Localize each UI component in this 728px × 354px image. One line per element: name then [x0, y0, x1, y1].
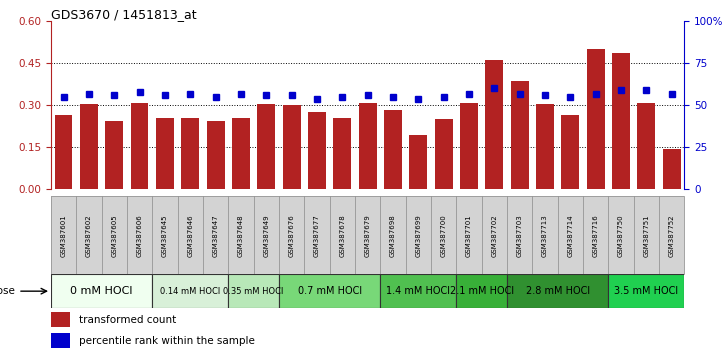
- Bar: [380, 196, 405, 274]
- Text: 2.8 mM HOCl: 2.8 mM HOCl: [526, 286, 590, 296]
- Text: GSM387677: GSM387677: [314, 214, 320, 257]
- Bar: [359, 103, 376, 189]
- Bar: [609, 196, 633, 274]
- Text: GSM387606: GSM387606: [137, 214, 143, 257]
- Bar: [207, 121, 224, 189]
- Bar: [405, 196, 431, 274]
- Bar: [662, 149, 681, 189]
- Bar: [156, 118, 174, 189]
- Bar: [76, 196, 102, 274]
- Text: GSM387646: GSM387646: [187, 214, 194, 257]
- Bar: [127, 196, 152, 274]
- Bar: [51, 312, 70, 327]
- Text: GSM387645: GSM387645: [162, 214, 168, 257]
- Bar: [152, 274, 229, 308]
- Text: GSM387679: GSM387679: [365, 214, 371, 257]
- Text: GSM387703: GSM387703: [517, 214, 523, 257]
- Text: GSM387678: GSM387678: [339, 214, 345, 257]
- Bar: [282, 105, 301, 189]
- Bar: [102, 196, 127, 274]
- Text: GSM387751: GSM387751: [644, 214, 649, 257]
- Bar: [583, 196, 609, 274]
- Bar: [152, 196, 178, 274]
- Bar: [304, 196, 330, 274]
- Text: GSM387676: GSM387676: [288, 214, 295, 257]
- Bar: [380, 274, 456, 308]
- Text: GSM387714: GSM387714: [567, 214, 574, 257]
- Bar: [203, 196, 229, 274]
- Bar: [460, 103, 478, 189]
- Text: GSM387647: GSM387647: [213, 214, 218, 257]
- Bar: [532, 196, 558, 274]
- Text: GSM387702: GSM387702: [491, 214, 497, 257]
- Bar: [587, 49, 604, 189]
- Bar: [355, 196, 380, 274]
- Bar: [232, 118, 250, 189]
- Bar: [507, 196, 532, 274]
- Text: GSM387602: GSM387602: [86, 214, 92, 257]
- Text: GSM387605: GSM387605: [111, 214, 117, 257]
- Bar: [633, 196, 659, 274]
- Text: GSM387700: GSM387700: [440, 214, 447, 257]
- Text: 0.14 mM HOCl: 0.14 mM HOCl: [160, 287, 221, 296]
- Bar: [131, 103, 149, 189]
- Text: GSM387649: GSM387649: [264, 214, 269, 257]
- Bar: [253, 196, 279, 274]
- Text: 0.35 mM HOCl: 0.35 mM HOCl: [223, 287, 284, 296]
- Text: GSM387716: GSM387716: [593, 214, 598, 257]
- Text: GSM387713: GSM387713: [542, 214, 548, 257]
- Bar: [659, 196, 684, 274]
- Bar: [229, 274, 279, 308]
- Text: 1.4 mM HOCl: 1.4 mM HOCl: [387, 286, 451, 296]
- Bar: [435, 119, 453, 189]
- Text: GSM387752: GSM387752: [668, 214, 675, 257]
- Text: GSM387701: GSM387701: [466, 214, 472, 257]
- Text: percentile rank within the sample: percentile rank within the sample: [79, 336, 256, 346]
- Bar: [558, 196, 583, 274]
- Text: 0 mM HOCl: 0 mM HOCl: [71, 286, 133, 296]
- Bar: [181, 118, 199, 189]
- Bar: [612, 53, 630, 189]
- Bar: [279, 274, 380, 308]
- Bar: [609, 274, 684, 308]
- Bar: [330, 196, 355, 274]
- Bar: [536, 104, 554, 189]
- Text: dose: dose: [0, 286, 15, 296]
- Text: 3.5 mM HOCl: 3.5 mM HOCl: [614, 286, 678, 296]
- Bar: [308, 112, 326, 189]
- Bar: [456, 196, 482, 274]
- Bar: [409, 135, 427, 189]
- Bar: [333, 118, 351, 189]
- Bar: [229, 196, 253, 274]
- Bar: [55, 115, 73, 189]
- Bar: [507, 274, 609, 308]
- Text: GSM387648: GSM387648: [238, 214, 244, 257]
- Bar: [258, 104, 275, 189]
- Text: GSM387750: GSM387750: [618, 214, 624, 257]
- Text: 0.7 mM HOCl: 0.7 mM HOCl: [298, 286, 362, 296]
- Bar: [638, 103, 655, 189]
- Bar: [178, 196, 203, 274]
- Text: GDS3670 / 1451813_at: GDS3670 / 1451813_at: [51, 8, 197, 21]
- Bar: [456, 274, 507, 308]
- Text: 2.1 mM HOCl: 2.1 mM HOCl: [450, 286, 514, 296]
- Bar: [106, 121, 123, 189]
- Text: GSM387699: GSM387699: [415, 214, 422, 257]
- Text: transformed count: transformed count: [79, 315, 177, 325]
- Bar: [51, 196, 76, 274]
- Text: GSM387698: GSM387698: [390, 214, 396, 257]
- Bar: [482, 196, 507, 274]
- Bar: [51, 274, 152, 308]
- Bar: [561, 115, 579, 189]
- Bar: [431, 196, 456, 274]
- Bar: [279, 196, 304, 274]
- Text: GSM387601: GSM387601: [60, 214, 67, 257]
- Bar: [511, 81, 529, 189]
- Bar: [80, 104, 98, 189]
- Bar: [51, 333, 70, 348]
- Bar: [486, 61, 503, 189]
- Bar: [384, 109, 402, 189]
